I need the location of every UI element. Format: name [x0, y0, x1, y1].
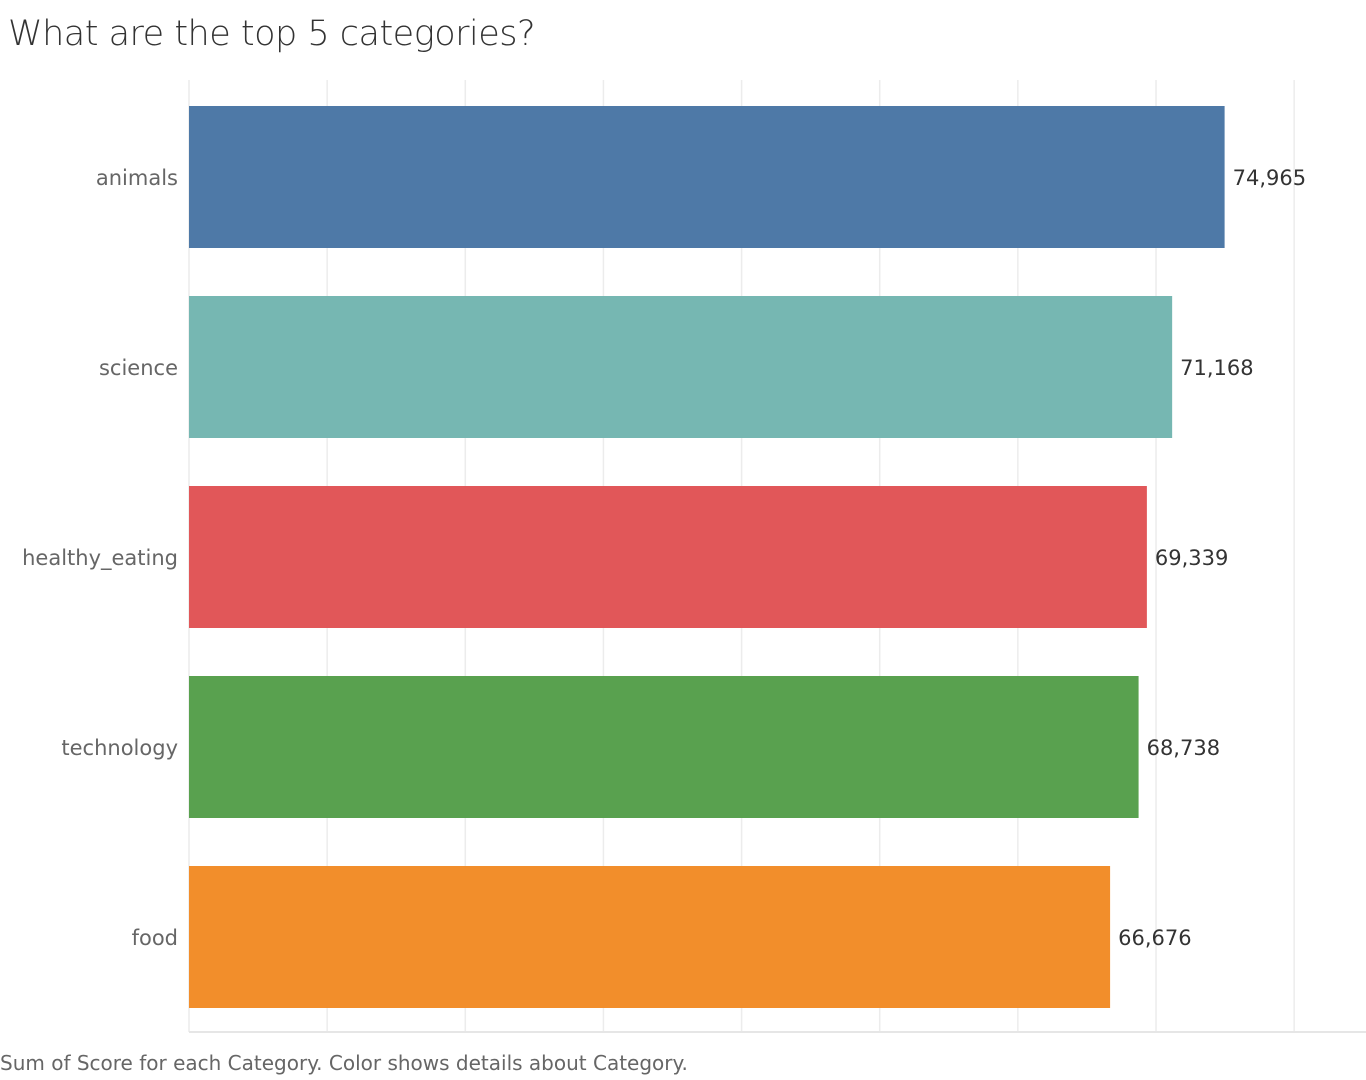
- bar-technology: [189, 676, 1139, 818]
- value-label: 68,738: [1147, 736, 1220, 760]
- value-label: 74,965: [1233, 166, 1306, 190]
- category-label: animals: [96, 166, 178, 190]
- chart-caption: Sum of Score for each Category. Color sh…: [0, 1051, 688, 1075]
- bar-animals: [189, 106, 1225, 248]
- bar-science: [189, 296, 1173, 438]
- chart-title: What are the top 5 categories?: [8, 14, 536, 54]
- category-label: food: [132, 926, 178, 950]
- category-label: science: [99, 356, 178, 380]
- bar-food: [189, 866, 1111, 1008]
- value-label: 71,168: [1180, 356, 1253, 380]
- bar-healthy_eating: [189, 486, 1147, 628]
- value-label: 66,676: [1118, 926, 1191, 950]
- value-label: 69,339: [1155, 546, 1228, 570]
- category-label: technology: [61, 736, 178, 760]
- category-label: healthy_eating: [22, 546, 178, 571]
